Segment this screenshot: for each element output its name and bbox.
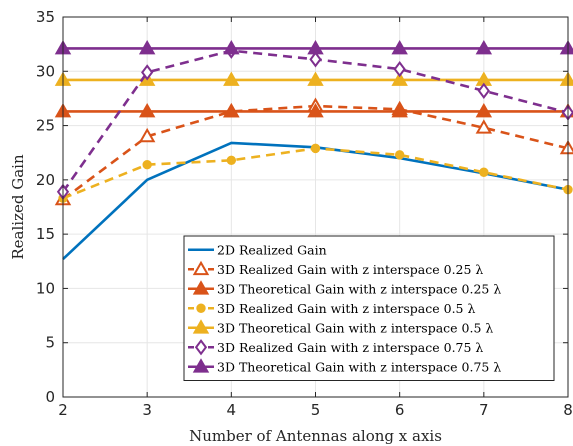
legend-entry-label: 3D Theoretical Gain with z interspace 0.… xyxy=(217,359,501,374)
y-tick-label: 35 xyxy=(36,8,55,26)
x-tick-label: 3 xyxy=(142,401,152,419)
data-point-marker xyxy=(391,39,408,55)
data-point-marker xyxy=(475,39,493,55)
data-point-marker xyxy=(393,60,406,78)
data-point-marker xyxy=(479,167,489,177)
legend-swatch-marker xyxy=(194,339,208,356)
legend-swatch-marker xyxy=(192,319,210,334)
y-tick-label: 25 xyxy=(36,117,55,135)
y-tick-label: 10 xyxy=(36,279,55,297)
y-tick-label: 30 xyxy=(36,62,55,80)
legend-swatch-marker xyxy=(192,260,210,276)
data-point-marker xyxy=(138,102,156,118)
axis-ticks: 2 3 4 5 6 7 8 0 5 10 15 20 25 30 35 xyxy=(36,8,573,419)
legend-entry-label: 3D Realized Gain with z interspace 0.5 λ xyxy=(217,301,475,316)
legend-box xyxy=(183,235,555,381)
legend: 2D Realized Gain 3D Realized Gain with z … xyxy=(183,235,555,381)
legend-entry-label: 3D Realized Gain with z interspace 0.25 … xyxy=(217,262,483,277)
x-tick-label: 7 xyxy=(479,401,489,419)
data-point-marker xyxy=(475,119,493,134)
legend-swatch-marker xyxy=(192,280,210,295)
data-point-marker xyxy=(226,155,237,166)
data-point-marker xyxy=(138,127,156,143)
y-tick-label: 20 xyxy=(36,171,55,189)
data-point-marker xyxy=(223,71,240,86)
data-point-marker xyxy=(307,71,324,86)
data-point-marker xyxy=(142,159,152,170)
x-tick-label: 5 xyxy=(311,401,321,419)
series-6 xyxy=(54,39,573,55)
data-point-marker xyxy=(477,82,490,99)
data-point-marker xyxy=(391,102,408,118)
x-tick-label: 4 xyxy=(227,401,237,419)
data-point-marker xyxy=(309,51,322,68)
legend-entry-label: 3D Realized Gain with z interspace 0.75 … xyxy=(217,340,483,355)
data-point-marker xyxy=(310,143,321,154)
legend-entry-label: 2D Realized Gain xyxy=(217,242,327,257)
y-tick-label: 15 xyxy=(36,225,55,243)
legend-swatch-marker xyxy=(196,303,206,313)
y-tick-label: 5 xyxy=(45,334,55,352)
y-axis-title: Realized Gain xyxy=(9,154,27,260)
data-point-marker xyxy=(475,102,493,118)
y-tick-label: 0 xyxy=(45,388,55,406)
legend-swatch-marker xyxy=(192,358,210,373)
x-tick-label: 6 xyxy=(395,401,405,419)
legend-entry-label: 3D Theoretical Gain with z interspace 0.… xyxy=(217,281,501,296)
data-point-marker xyxy=(223,39,240,55)
x-axis-title: Number of Antennas along x axis xyxy=(189,427,442,445)
data-point-marker xyxy=(307,102,324,118)
data-point-marker xyxy=(391,71,408,86)
x-tick-label: 2 xyxy=(58,401,68,419)
data-point-marker xyxy=(394,150,405,160)
data-point-marker xyxy=(223,102,240,118)
legend-entry-label: 3D Theoretical Gain with z interspace 0.… xyxy=(217,320,493,335)
x-tick-label: 8 xyxy=(563,401,573,419)
data-point-marker xyxy=(307,39,324,55)
series-layer xyxy=(54,39,573,261)
data-point-marker xyxy=(141,64,154,81)
data-point-marker xyxy=(138,39,156,55)
